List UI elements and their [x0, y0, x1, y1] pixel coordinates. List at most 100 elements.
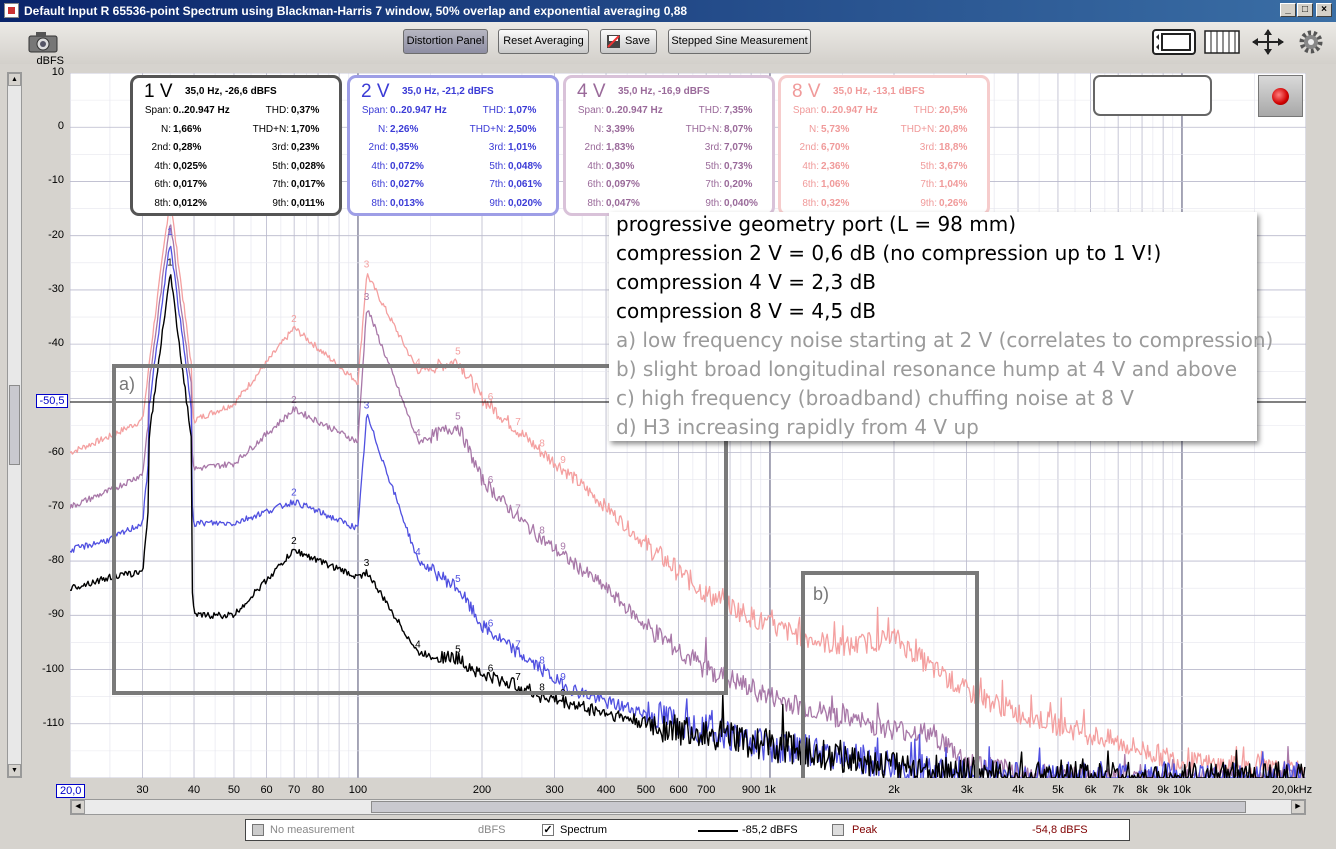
- y-tick-label: -40: [48, 337, 64, 350]
- harmonic-label: 6: [488, 664, 494, 675]
- no-measurement-checkbox[interactable]: [252, 824, 264, 836]
- peak-label: Peak: [852, 824, 878, 836]
- dbox-value: 0,012%: [173, 197, 207, 209]
- harmonic-label: 2: [291, 487, 297, 498]
- dbox-label: 4th:: [802, 160, 819, 172]
- x-tick-label: 300: [545, 784, 564, 796]
- region-b-label: b): [813, 584, 830, 604]
- vertical-scroll-thumb[interactable]: [9, 385, 20, 465]
- dbox-label: 6th:: [371, 179, 388, 190]
- dbox-label: 3rd:: [704, 142, 722, 153]
- dbox-label: 6th:: [587, 179, 604, 190]
- x-tick-label: 100: [348, 784, 368, 796]
- dbox-label: 4th:: [587, 160, 604, 172]
- dbox-label: 6th:: [154, 179, 171, 190]
- fit-arrows-icon[interactable]: [1250, 28, 1286, 56]
- dbox-value: 18,8%: [939, 142, 968, 153]
- dbox-label: 5th:: [920, 160, 937, 172]
- minimize-button[interactable]: _: [1280, 3, 1296, 17]
- dbox-label: THD:: [698, 105, 722, 116]
- note-line-grey: c) high frequency (broadband) chuffing n…: [616, 386, 1134, 410]
- dbox-value: 0,013%: [390, 197, 424, 209]
- harmonic-label: 5: [455, 346, 461, 357]
- x-tick-label: 8k: [1136, 784, 1148, 796]
- dbox-label: THD+N:: [685, 123, 722, 135]
- harmonic-label: 6: [488, 392, 494, 403]
- peak-value: -54,8 dBFS: [1032, 824, 1088, 836]
- scroll-up-arrow[interactable]: ▲: [8, 73, 21, 86]
- harmonic-label: 6: [488, 475, 494, 486]
- dbox-value: 0,37%: [291, 105, 320, 116]
- dbox-value: 8,07%: [724, 123, 753, 135]
- dbox-label: THD:: [482, 105, 506, 116]
- y-tick-label: -10: [48, 174, 64, 187]
- x-tick-label: 10k: [1173, 784, 1191, 796]
- dbox-value: 0,017%: [173, 179, 207, 190]
- scroll-down-arrow[interactable]: ▼: [8, 764, 21, 777]
- dbox-value: 0..20.947 Hz: [173, 105, 230, 116]
- scroll-left-arrow[interactable]: ◀: [71, 800, 85, 814]
- dbox-value: 0,20%: [724, 179, 753, 190]
- app-icon: [4, 3, 19, 18]
- note-line-grey: b) slight broad longitudinal resonance h…: [616, 357, 1238, 381]
- distortion-box-1[interactable]: 1 V 35,0 Hz, -26,6 dBFS Span: 0..20.947 Hz T…: [130, 75, 342, 216]
- record-button[interactable]: [1258, 75, 1303, 117]
- y-tick-label: -30: [48, 282, 64, 295]
- dbox-value: 0..20.947 Hz: [606, 105, 663, 116]
- dbox-value: 0,017%: [291, 179, 325, 190]
- horizontal-scrollbar[interactable]: ◀ ▶: [70, 799, 1306, 815]
- dbox-value: 0,040%: [724, 197, 758, 209]
- close-button[interactable]: ×: [1316, 3, 1332, 17]
- harmonic-label: 4: [415, 639, 421, 650]
- readout-box[interactable]: [1093, 75, 1212, 116]
- y-tick-label: -60: [48, 445, 64, 458]
- maximize-button[interactable]: □: [1297, 3, 1313, 17]
- spectrum-line-swatch: [698, 830, 738, 832]
- camera-icon[interactable]: [26, 28, 62, 56]
- dbox-label: 6th:: [802, 179, 819, 190]
- distortion-box-4[interactable]: 8 V 35,0 Hz, -13,1 dBFS Span: 0..20.947 Hz T…: [778, 75, 990, 216]
- dbox-value: 0,028%: [291, 160, 325, 172]
- vertical-scrollbar[interactable]: ▲ ▼: [7, 72, 22, 778]
- x-tick-label: 600: [669, 784, 688, 796]
- dbox-label: N:: [378, 123, 388, 135]
- dbox-summary: 35,0 Hz, -13,1 dBFS: [833, 86, 925, 97]
- dbox-label: 4th:: [154, 160, 171, 172]
- x-tick-label: 40: [187, 784, 201, 796]
- distortion-box-2[interactable]: 2 V 35,0 Hz, -21,2 dBFS Span: 0..20.947 Hz T…: [347, 75, 559, 216]
- distortion-box-3[interactable]: 4 V 35,0 Hz, -16,9 dBFS Span: 0..20.947 Hz T…: [563, 75, 775, 216]
- harmonic-label: 4: [415, 547, 421, 558]
- save-button[interactable]: Save: [600, 29, 657, 54]
- x-tick-label: 2k: [888, 784, 900, 796]
- x-tick-label: 80: [311, 784, 325, 796]
- columns-icon[interactable]: [1204, 28, 1240, 56]
- save-label: Save: [624, 35, 651, 47]
- dbox-label: 5th:: [272, 160, 289, 172]
- dbox-value: 0..20.947 Hz: [821, 105, 878, 116]
- dbox-label: 7th:: [920, 179, 937, 190]
- horizontal-scroll-thumb[interactable]: [371, 801, 1246, 813]
- scroll-right-arrow[interactable]: ▶: [1291, 800, 1305, 814]
- x-tick-label: 400: [596, 784, 616, 796]
- x-tick-label: 7k: [1112, 784, 1124, 796]
- gear-icon[interactable]: [1296, 28, 1326, 56]
- harmonic-label: 3: [364, 558, 370, 569]
- y-tick-label: -100: [41, 662, 64, 675]
- dbox-value: 7,35%: [724, 105, 753, 116]
- x-tick-label: 4k: [1012, 784, 1024, 796]
- x-start-marker[interactable]: 20,0: [56, 784, 86, 798]
- dbox-label: 8th:: [371, 197, 388, 209]
- spectrum-checkbox[interactable]: ✓: [542, 824, 554, 836]
- harmonic-label: 1: [167, 257, 173, 268]
- window-layout-icon[interactable]: [1152, 28, 1196, 56]
- series-line-8v: [70, 202, 1306, 778]
- dbox-value: 1,04%: [939, 179, 968, 190]
- dbox-label: 2nd:: [151, 142, 171, 153]
- stepped-sine-button[interactable]: Stepped Sine Measurement: [668, 29, 811, 54]
- dbox-label: 2nd:: [584, 142, 604, 153]
- distortion-panel-button[interactable]: Distortion Panel: [403, 29, 488, 54]
- reset-averaging-button[interactable]: Reset Averaging: [498, 29, 589, 54]
- harmonic-label: 8: [539, 683, 545, 694]
- peak-checkbox[interactable]: [832, 824, 844, 836]
- dbox-value: 5,73%: [821, 123, 850, 135]
